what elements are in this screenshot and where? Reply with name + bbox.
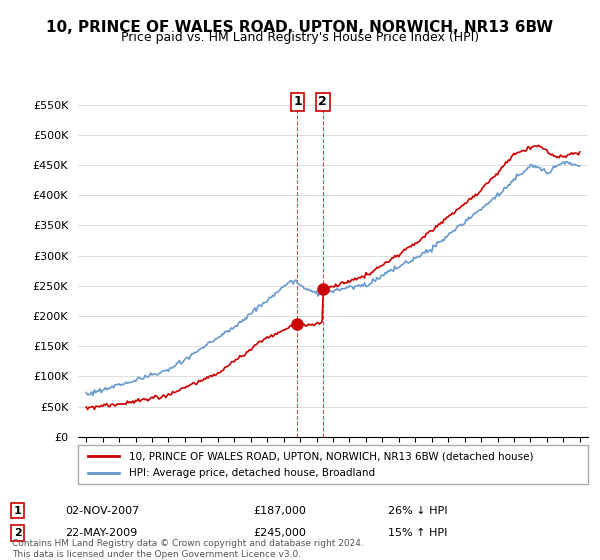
Text: Price paid vs. HM Land Registry's House Price Index (HPI): Price paid vs. HM Land Registry's House … <box>121 31 479 44</box>
Text: 22-MAY-2009: 22-MAY-2009 <box>65 528 137 538</box>
Text: £187,000: £187,000 <box>253 506 306 516</box>
Text: 26% ↓ HPI: 26% ↓ HPI <box>388 506 448 516</box>
Text: HPI: Average price, detached house, Broadland: HPI: Average price, detached house, Broa… <box>129 468 375 478</box>
Text: £245,000: £245,000 <box>253 528 306 538</box>
Text: 15% ↑ HPI: 15% ↑ HPI <box>388 528 448 538</box>
Text: 02-NOV-2007: 02-NOV-2007 <box>65 506 139 516</box>
Text: 2: 2 <box>14 528 22 538</box>
Text: 1: 1 <box>14 506 22 516</box>
Text: Contains HM Land Registry data © Crown copyright and database right 2024.
This d: Contains HM Land Registry data © Crown c… <box>12 539 364 559</box>
Text: 10, PRINCE OF WALES ROAD, UPTON, NORWICH, NR13 6BW (detached house): 10, PRINCE OF WALES ROAD, UPTON, NORWICH… <box>129 451 533 461</box>
Text: 10, PRINCE OF WALES ROAD, UPTON, NORWICH, NR13 6BW: 10, PRINCE OF WALES ROAD, UPTON, NORWICH… <box>46 20 554 35</box>
Text: 2: 2 <box>319 95 327 108</box>
FancyBboxPatch shape <box>78 445 588 484</box>
Text: 1: 1 <box>293 95 302 108</box>
